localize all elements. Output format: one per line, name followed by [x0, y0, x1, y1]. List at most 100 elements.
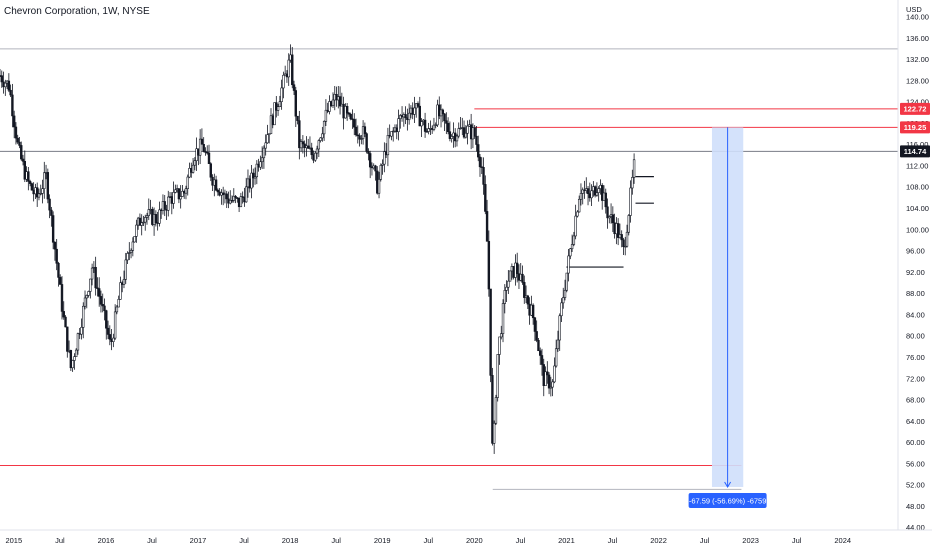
candle-body [397, 118, 400, 133]
y-tick-label: 124.00 [906, 98, 929, 107]
candle-body [14, 126, 18, 139]
y-tick-label: 80.00 [906, 332, 925, 341]
candle-body [20, 145, 23, 160]
candle-body [487, 241, 491, 290]
candle-body [158, 209, 161, 224]
candle-body [379, 165, 383, 180]
candle-body [57, 262, 60, 278]
candle-body [462, 127, 466, 138]
candle-body [560, 302, 563, 317]
x-tick-label: 2020 [466, 536, 483, 545]
candle-body [574, 215, 577, 237]
candle-body [135, 224, 138, 237]
candle-body [314, 152, 317, 161]
candle-body [252, 172, 255, 179]
y-tick-label: 116.00 [906, 140, 928, 149]
candle-body [347, 112, 351, 115]
candle-body [106, 327, 110, 335]
y-tick-label: 140.00 [906, 13, 929, 22]
x-tick-label: Jul [608, 536, 618, 545]
candle-body [425, 131, 429, 133]
candle-body [51, 215, 55, 243]
candle-body [291, 54, 294, 86]
candle-body [177, 188, 181, 200]
x-tick-label: 2021 [558, 536, 575, 545]
candle-body [567, 255, 570, 274]
candle-body [50, 209, 53, 216]
x-tick-label: 2015 [5, 536, 22, 545]
drawing-lines[interactable] [0, 48, 898, 490]
candle-body [191, 164, 195, 173]
candle-body [549, 386, 553, 389]
candle-body [122, 279, 126, 285]
candle-body [604, 192, 607, 208]
candle-body [570, 244, 574, 250]
candle-body [299, 141, 303, 149]
candle-body [554, 348, 558, 367]
candle-body [632, 159, 636, 178]
x-tick-label: Jul [239, 536, 249, 545]
y-tick-label: 112.00 [906, 161, 928, 170]
price-badge-label: 114.74 [904, 147, 927, 156]
candle-body [531, 304, 535, 319]
x-tick-label: 2019 [374, 536, 391, 545]
candle-body [37, 193, 41, 198]
candle-body [216, 189, 220, 193]
candle-body [448, 131, 452, 139]
candle-body [138, 217, 142, 226]
candle-body [94, 266, 97, 289]
candle-body [53, 241, 57, 250]
candle-body [420, 121, 423, 127]
y-tick-label: 68.00 [906, 396, 925, 405]
candle-body [404, 114, 407, 119]
candle-body [282, 74, 285, 89]
candle-body [41, 188, 44, 194]
candle-body [239, 196, 243, 208]
candle-body [276, 106, 280, 111]
candle-body [416, 103, 420, 107]
candle-body [627, 215, 630, 233]
candle-body [147, 209, 150, 216]
candle-body [23, 161, 26, 180]
candle-body [581, 189, 584, 194]
candle-body [563, 289, 567, 298]
x-tick-label: Jul [331, 536, 341, 545]
y-tick-label: 84.00 [906, 310, 925, 319]
candle-body [477, 144, 480, 158]
measure-tool[interactable]: -67.59 (-56.69%) -6759 [688, 127, 767, 508]
candle-body [624, 245, 627, 248]
candle-body [230, 200, 234, 202]
candle-body [324, 109, 328, 122]
candle-body [354, 126, 358, 136]
candle-body [119, 282, 122, 300]
candle-body [115, 306, 119, 313]
candle-body [105, 310, 108, 329]
candle-body [515, 262, 519, 274]
candle-body [234, 195, 237, 199]
candle-body [96, 287, 99, 289]
candle-body [266, 134, 269, 144]
candle-body [446, 123, 450, 132]
candle-body [0, 75, 3, 83]
time-axis[interactable]: 2015 Jul 2016 Jul 2017 Jul 2018 Jul 2019 Jul 2020 J… [0, 529, 932, 545]
candle-body [434, 124, 437, 127]
candle-body [128, 252, 131, 254]
candle-body [478, 156, 482, 168]
candle-body [69, 350, 73, 369]
candle-body [43, 172, 46, 189]
candle-body [7, 80, 11, 91]
candle-body [278, 101, 282, 107]
candle-body [18, 141, 21, 146]
candle-body [310, 147, 313, 156]
candle-body [374, 165, 377, 172]
y-tick-label: 128.00 [906, 76, 929, 85]
y-tick-label: 136.00 [906, 34, 929, 43]
y-tick-label: 56.00 [906, 459, 925, 468]
candle-body [244, 186, 248, 203]
candle-body [64, 316, 67, 328]
price-axis[interactable]: USD 44.00 48.00 52.00 56.00 60.00 64.00 68.00 7… [897, 0, 930, 532]
candle-body [87, 291, 90, 296]
candle-body [21, 158, 25, 162]
